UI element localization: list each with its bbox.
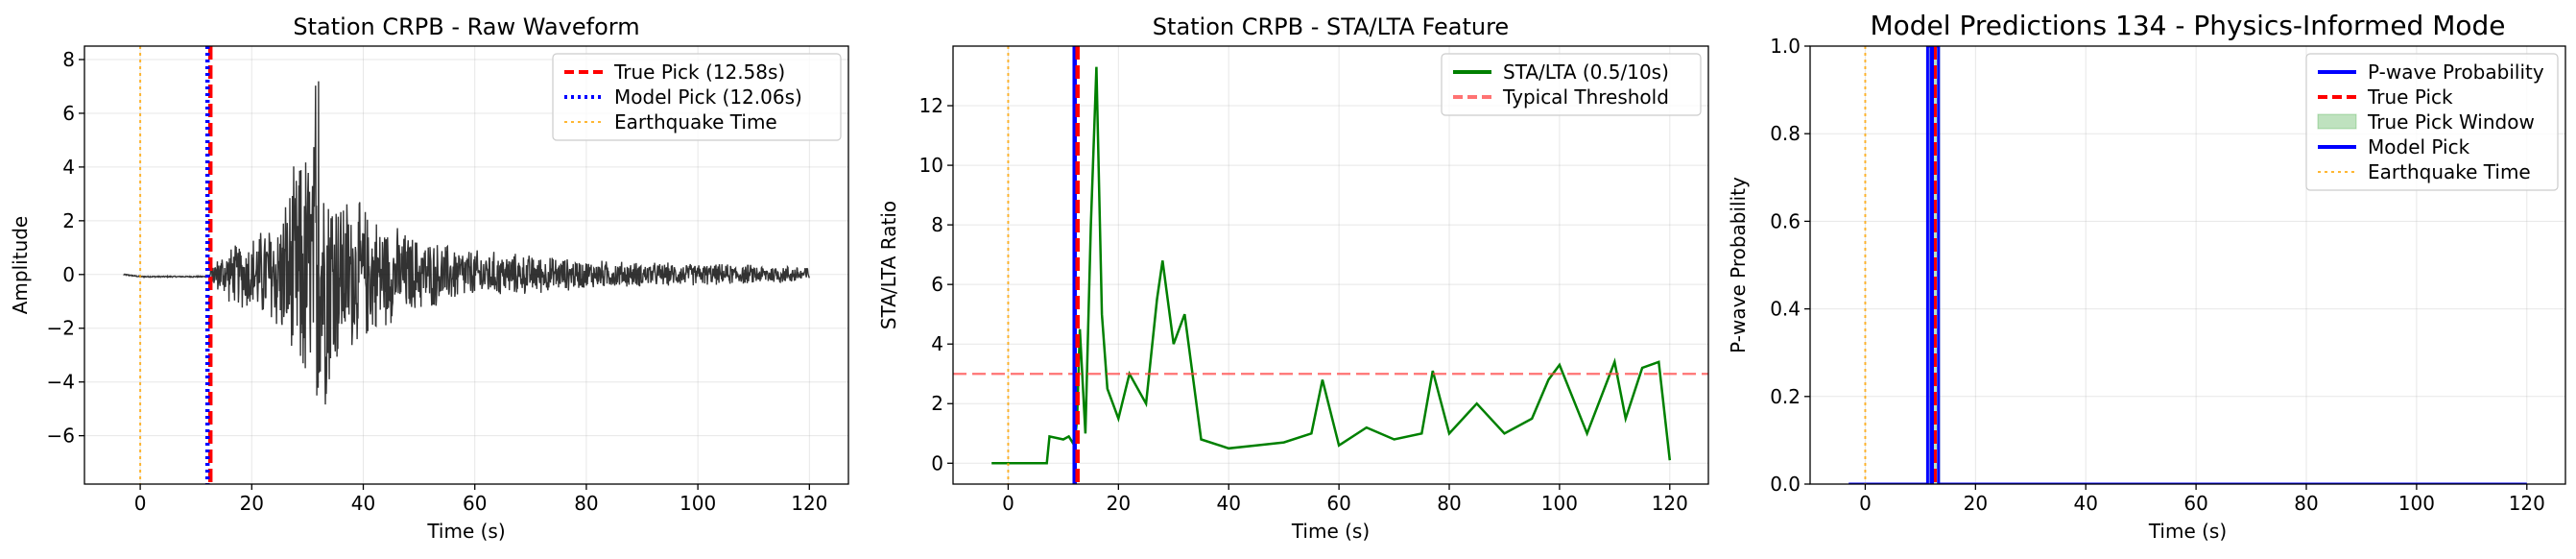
legend-label: Typical Threshold xyxy=(1502,85,1669,109)
y-tick-label: −6 xyxy=(47,425,75,448)
y-tick-label: 8 xyxy=(62,48,75,71)
x-tick-label: 80 xyxy=(1437,492,1461,515)
y-tick-label: 0.2 xyxy=(1770,385,1801,408)
chart-title: Model Predictions 134 - Physics-Informed… xyxy=(1870,10,2505,41)
y-tick-label: 6 xyxy=(931,273,943,296)
waveform-chart: 0 20 40 60 80 100 120 −6 −4 −2 0 2 4 6 8 Station CRPB -… xyxy=(9,13,849,543)
y-tick-label: 0.6 xyxy=(1770,209,1801,232)
y-tick-label: 8 xyxy=(931,213,943,236)
legend-label: P-wave Probability xyxy=(2368,61,2544,84)
plot-area xyxy=(953,46,1708,484)
x-tick-label: 80 xyxy=(2294,492,2318,515)
y-tick-label: 0 xyxy=(62,263,75,286)
y-tick-label: 10 xyxy=(919,154,943,177)
legend-label: True Pick xyxy=(2367,85,2453,109)
x-tick-label: 40 xyxy=(2073,492,2097,515)
x-tick-label: 60 xyxy=(1326,492,1350,515)
legend-label: STA/LTA (0.5/10s) xyxy=(1503,61,1669,84)
x-tick-label: 20 xyxy=(1964,492,1988,515)
y-tick-label: 1.0 xyxy=(1770,35,1801,58)
chart-title: Station CRPB - STA/LTA Feature xyxy=(1153,13,1509,40)
x-tick-label: 20 xyxy=(1107,492,1131,515)
y-tick-label: 4 xyxy=(62,156,75,179)
x-tick-label: 120 xyxy=(2509,492,2545,515)
plot-area xyxy=(1849,46,2527,484)
x-tick-label: 60 xyxy=(2183,492,2207,515)
legend-label: Earthquake Time xyxy=(614,110,777,134)
y-tick-label: 6 xyxy=(62,102,75,125)
x-tick-label: 120 xyxy=(1652,492,1688,515)
x-axis-label: Time (s) xyxy=(1291,520,1370,543)
x-tick-label: 40 xyxy=(351,492,375,515)
legend-box xyxy=(552,53,842,141)
y-tick-label: −2 xyxy=(47,317,75,340)
y-tick-label: 4 xyxy=(931,332,943,355)
axes-frame xyxy=(83,45,849,485)
legend-label: Earthquake Time xyxy=(2368,160,2531,183)
y-axis-label: STA/LTA Ratio xyxy=(877,201,900,329)
y-tick-label: −4 xyxy=(47,371,75,394)
x-tick-label: 0 xyxy=(1002,492,1014,515)
x-tick-label: 100 xyxy=(2398,492,2435,515)
predictions-chart: 0 20 40 60 80 100 120 0.0 0.2 0.4 0.6 0.8 1.0 Model P… xyxy=(1727,10,2566,543)
legend-label: True Pick Window xyxy=(2367,110,2535,134)
x-tick-label: 100 xyxy=(1541,492,1578,515)
axes-frame xyxy=(952,45,1709,485)
x-tick-label: 0 xyxy=(134,492,147,515)
sta-lta-chart: 0 20 40 60 80 100 120 0 2 4 6 8 10 12 Station CRPB - S… xyxy=(877,13,1709,543)
plot-area xyxy=(123,46,810,484)
y-tick-label: 0.0 xyxy=(1770,473,1801,496)
series-sta-lta-0-5-10s- xyxy=(991,66,1672,465)
x-tick-label: 60 xyxy=(463,492,487,515)
x-tick-label: 80 xyxy=(574,492,598,515)
y-tick-label: 0.4 xyxy=(1770,298,1801,321)
y-axis-label: P-wave Probability xyxy=(1727,177,1750,353)
axes-frame xyxy=(1809,45,2566,485)
legend-swatch xyxy=(2317,113,2357,130)
x-tick-label: 20 xyxy=(240,492,264,515)
x-tick-label: 40 xyxy=(1216,492,1240,515)
y-tick-label: 2 xyxy=(931,392,943,415)
legend-box xyxy=(2305,53,2559,191)
x-axis-label: Time (s) xyxy=(426,520,505,543)
y-axis-label: Amplitude xyxy=(9,216,32,315)
y-tick-label: 0.8 xyxy=(1770,122,1801,145)
chart-title: Station CRPB - Raw Waveform xyxy=(293,13,639,40)
y-tick-label: 0 xyxy=(931,451,943,474)
x-tick-label: 120 xyxy=(791,492,827,515)
y-tick-label: 12 xyxy=(919,94,943,117)
waveform-line xyxy=(123,81,810,405)
x-tick-label: 0 xyxy=(1859,492,1872,515)
legend-label: Model Pick (12.06s) xyxy=(614,85,802,109)
y-tick-label: 2 xyxy=(62,209,75,232)
legend-label: Model Pick xyxy=(2368,135,2470,158)
legend-box xyxy=(1441,53,1702,116)
x-tick-label: 100 xyxy=(680,492,716,515)
legend-label: True Pick (12.58s) xyxy=(613,61,785,84)
x-axis-label: Time (s) xyxy=(2148,520,2227,543)
